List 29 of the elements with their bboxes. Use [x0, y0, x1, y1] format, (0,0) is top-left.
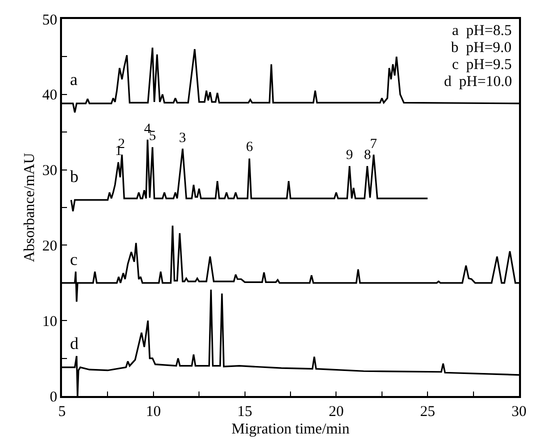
annotation: 9	[346, 148, 353, 163]
y-tick-label: 10	[42, 314, 58, 330]
x-tick-label: 25	[420, 404, 436, 420]
y-tick-label: 20	[42, 238, 58, 254]
annotation: 3	[179, 131, 186, 146]
x-axis-title: Migration time/min	[232, 421, 350, 438]
x-tick-label: 20	[328, 404, 344, 420]
annotation: 6	[246, 140, 253, 155]
annotation: c pH=9.5	[452, 57, 512, 73]
y-tick-label: 40	[42, 88, 58, 104]
y-tick-label: 0	[50, 389, 58, 406]
x-tick-label: 5	[58, 404, 66, 420]
x-tick-label: 15	[237, 404, 252, 420]
annotation: 5	[149, 129, 156, 144]
series-label: c	[70, 250, 78, 269]
x-tick-label: 10	[146, 404, 161, 420]
y-axis-title: Absorbance/mAU	[22, 152, 38, 262]
annotation: a pH=8.5	[452, 23, 512, 39]
annotation: 4	[144, 122, 151, 137]
y-tick-label: 50	[42, 12, 58, 28]
series-label: b	[70, 167, 78, 186]
series-label: a	[70, 70, 78, 89]
annotation: d pH=10.0	[444, 74, 512, 90]
series-label: d	[70, 334, 79, 353]
y-tick-label: 30	[42, 163, 58, 180]
annotation: 8	[364, 148, 371, 163]
annotation: 7	[370, 137, 377, 152]
annotation: b pH=9.0	[451, 40, 512, 56]
x-tick-label: 30	[512, 404, 526, 420]
